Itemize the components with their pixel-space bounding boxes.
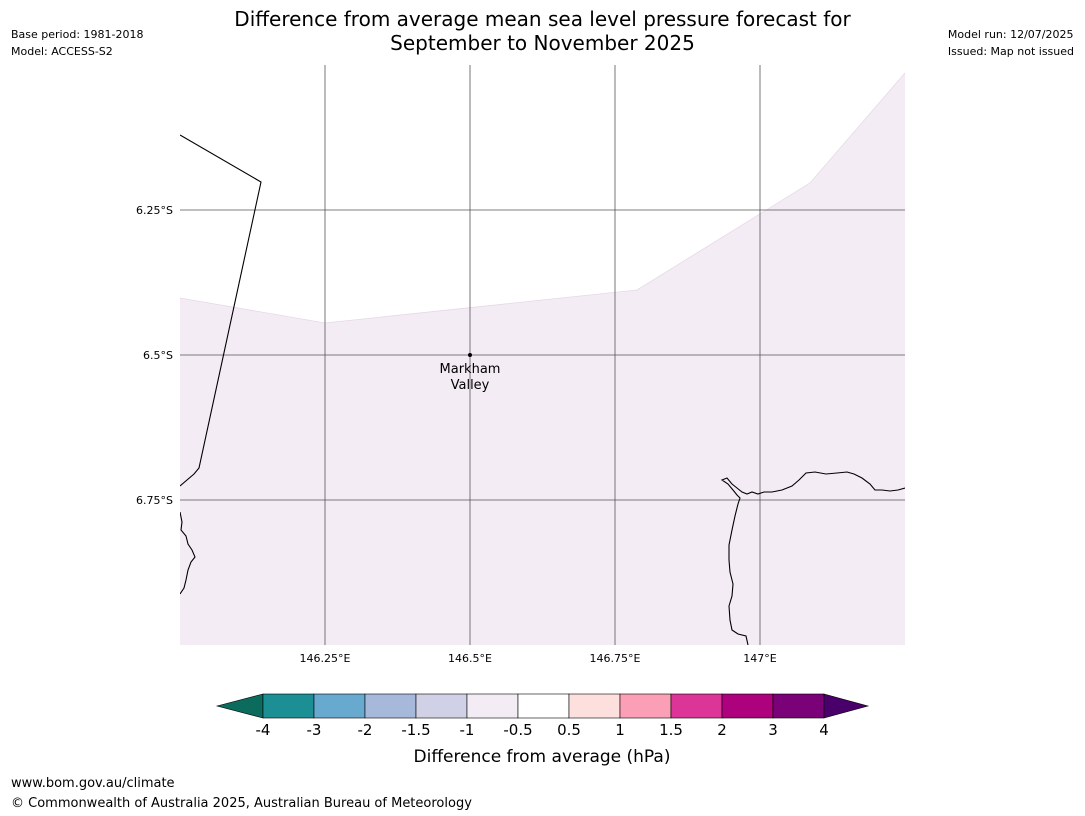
footer-copyright: © Commonwealth of Australia 2025, Austra…	[11, 796, 472, 811]
colorbar-tick-label: 0.5	[557, 721, 581, 739]
place-dot	[468, 353, 472, 357]
colorbar-tick-label: 2	[717, 721, 727, 739]
longitude-label: 146.5°E	[448, 652, 492, 665]
graticule	[180, 65, 905, 645]
colorbar-segment	[721, 693, 774, 719]
colorbar-segment	[772, 693, 825, 719]
colorbar-segment	[262, 693, 315, 719]
longitude-label: 147°E	[743, 652, 776, 665]
title-line-2: September to November 2025	[390, 31, 695, 55]
colorbar-segment	[415, 693, 468, 719]
longitude-label: 146.25°E	[300, 652, 351, 665]
pressure-anomaly-region	[180, 73, 905, 645]
footer-url[interactable]: www.bom.gov.au/climate	[11, 776, 175, 791]
colorbar-under-arrow	[215, 693, 264, 719]
colorbar-segment	[313, 693, 366, 719]
shade-region-edge	[180, 72, 905, 324]
map-title: Difference from average mean sea level p…	[0, 7, 1085, 55]
latitude-label: 6.5°S	[143, 349, 173, 362]
latitude-labels: 6.25°S 6.5°S 6.75°S	[136, 204, 173, 507]
place-name-line-2: Valley	[451, 378, 490, 393]
latitude-label: 6.25°S	[136, 204, 173, 217]
colorbar-tick-label: -2	[358, 721, 373, 739]
place-name-line-1: Markham	[440, 362, 501, 377]
map-area	[180, 65, 905, 645]
colorbar-segment	[466, 693, 519, 719]
longitude-label: 146.75°E	[590, 652, 641, 665]
colorbar-tick-label: -4	[256, 721, 271, 739]
colorbar-segment	[568, 693, 621, 719]
title-line-1: Difference from average mean sea level p…	[234, 7, 851, 31]
meta-left: Base period: 1981-2018 Model: ACCESS-S2	[11, 26, 143, 60]
issued-status: Issued: Map not issued	[947, 45, 1074, 58]
colorbar-segment	[364, 693, 417, 719]
colorbar-tick-label: 3	[768, 721, 778, 739]
model-run: Model run: 12/07/2025	[947, 28, 1074, 41]
place-markham-valley: Markham Valley	[440, 353, 501, 393]
border-line	[180, 134, 262, 487]
longitude-labels: 146.25°E 146.5°E 146.75°E 147°E	[300, 652, 777, 665]
colorbar-tick-label: -3	[307, 721, 322, 739]
colorbar-segments	[262, 693, 825, 719]
colorbar-tick-label: 1	[615, 721, 625, 739]
colorbar: -4 -3 -2 -1.5 -1 -0.5 0.5 1 1.5 2 3 4 Difference fr…	[215, 693, 870, 767]
coastline-east	[720, 471, 905, 645]
colorbar-segment	[670, 693, 723, 719]
colorbar-tick-label: 1.5	[659, 721, 683, 739]
colorbar-segment	[619, 693, 672, 719]
latitude-label: 6.75°S	[136, 494, 173, 507]
colorbar-over-arrow	[823, 693, 870, 719]
coastline-west	[180, 511, 196, 595]
meta-right: Model run: 12/07/2025 Issued: Map not is…	[948, 26, 1074, 60]
base-period: Base period: 1981-2018	[11, 28, 144, 41]
model-name: Model: ACCESS-S2	[11, 45, 113, 58]
colorbar-tick-label: 4	[819, 721, 829, 739]
colorbar-tick-label: -1.5	[401, 721, 430, 739]
colorbar-tick-label: -1	[460, 721, 475, 739]
colorbar-tick-label: -0.5	[503, 721, 532, 739]
colorbar-tick-labels: -4 -3 -2 -1.5 -1 -0.5 0.5 1 1.5 2 3 4	[256, 721, 829, 739]
colorbar-segment	[517, 693, 570, 719]
colorbar-title: Difference from average (hPa)	[414, 747, 671, 767]
